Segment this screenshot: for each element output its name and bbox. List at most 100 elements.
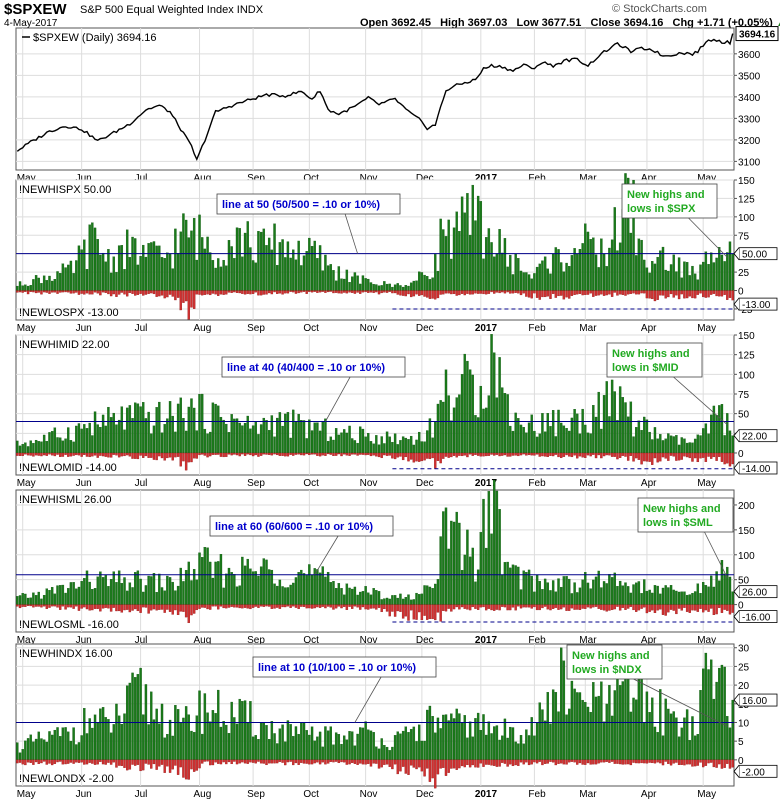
new-low-bar — [643, 452, 646, 462]
new-low-bar — [728, 604, 732, 615]
new-high-bar — [37, 277, 40, 291]
new-highs-lows-callout-line-1: lows in $SML — [643, 517, 713, 529]
new-low-bar — [313, 759, 316, 764]
new-high-bar — [458, 231, 461, 291]
new-low-bar — [643, 604, 646, 608]
new-high-bar — [278, 579, 282, 605]
new-high-bar — [541, 260, 544, 291]
new-high-bar — [190, 398, 193, 454]
new-high-bar — [640, 239, 643, 291]
new-high-bar — [409, 729, 413, 760]
new-high-bar — [214, 267, 217, 291]
new-low-bar — [174, 604, 177, 611]
new-low-bar — [546, 759, 549, 764]
new-low-bar — [249, 452, 252, 456]
last-high-tag: 50.00 — [733, 247, 778, 261]
new-high-bar — [506, 561, 509, 605]
new-high-bar — [509, 254, 512, 291]
new-highs-lows-callout-line-0: New highs and — [627, 189, 705, 201]
x-axis-month-label: Apr — [641, 323, 657, 334]
new-high-bar — [300, 265, 303, 291]
new-low-bar — [447, 759, 450, 773]
new-high-bar — [297, 572, 300, 605]
new-low-bar — [487, 604, 491, 609]
new-high-bar — [377, 444, 381, 454]
new-high-bar — [209, 561, 212, 605]
new-low-bar — [192, 290, 196, 309]
new-low-bar — [530, 452, 533, 456]
new-high-bar — [42, 739, 46, 760]
new-high-bar — [18, 595, 22, 605]
new-low-bar — [201, 604, 204, 608]
new-low-bar — [359, 452, 362, 455]
new-high-bar — [217, 561, 220, 605]
new-low-bar — [375, 759, 378, 764]
new-high-bar — [581, 408, 584, 454]
new-high-bar — [514, 412, 517, 454]
new-high-bar — [64, 592, 67, 605]
new-low-bar — [669, 290, 673, 295]
new-low-bar — [455, 604, 458, 608]
new-high-bar — [434, 254, 437, 291]
new-high-bar — [243, 232, 247, 291]
new-high-bar — [128, 257, 132, 291]
new-low-bar — [691, 759, 694, 767]
new-high-bar — [351, 731, 354, 760]
new-low-bar — [34, 604, 38, 607]
new-high-bar — [669, 585, 673, 605]
new-high-bar — [554, 591, 558, 605]
new-low-bar — [704, 452, 708, 462]
new-high-bar — [214, 561, 217, 605]
new-high-bar — [560, 422, 563, 454]
new-low-bar — [653, 604, 657, 614]
new-low-bar — [431, 759, 434, 779]
new-high-bar — [134, 238, 137, 291]
new-low-bar — [160, 452, 164, 459]
new-low-bar — [367, 604, 370, 610]
new-high-bar — [551, 410, 555, 454]
last-high-tag: 26.00 — [733, 585, 778, 599]
new-high-bar — [131, 587, 134, 605]
new-low-bar — [428, 452, 432, 460]
open-value: Open 3692.45 — [360, 17, 431, 29]
new-low-bar — [495, 452, 499, 455]
new-high-bar — [412, 599, 416, 605]
new-low-bar — [409, 452, 413, 460]
new-high-bar — [584, 572, 587, 605]
new-high-bar — [605, 703, 608, 760]
level-callout-box — [221, 356, 406, 378]
new-low-bar — [278, 452, 282, 456]
new-low-bar — [351, 604, 354, 609]
new-high-bar — [91, 727, 94, 760]
new-low-bar — [396, 452, 399, 458]
new-low-bar — [69, 604, 73, 608]
new-high-bar — [289, 437, 292, 454]
new-high-bar — [444, 714, 448, 760]
new-high-bar — [621, 585, 625, 605]
new-low-bar — [286, 452, 290, 457]
new-high-bar — [629, 401, 633, 454]
ohlc-summary: Open 3692.45 High 3697.03 Low 3677.51 Cl… — [360, 17, 780, 29]
new-high-bar — [487, 395, 491, 454]
new-high-bar — [201, 393, 204, 454]
x-axis-month-label: Apr — [641, 478, 657, 489]
new-high-bar — [412, 444, 416, 454]
new-low-bar — [653, 452, 657, 459]
new-low-bar — [203, 759, 207, 762]
ticker-symbol: $SPXEW — [4, 1, 67, 18]
new-low-bar — [490, 290, 493, 293]
new-low-bar — [581, 604, 584, 609]
new-high-bar — [318, 572, 322, 605]
new-low-bar — [34, 452, 38, 456]
new-low-bar — [605, 452, 608, 456]
new-high-bar — [112, 256, 115, 291]
new-high-bar — [498, 357, 501, 454]
new-low-bar — [383, 604, 386, 610]
new-high-bar — [257, 575, 260, 605]
new-low-bar — [514, 290, 517, 293]
new-high-bar — [720, 404, 724, 454]
new-high-bar — [560, 586, 563, 605]
new-low-bar — [85, 290, 89, 294]
new-low-bar — [217, 604, 220, 610]
new-high-bar — [131, 672, 134, 760]
